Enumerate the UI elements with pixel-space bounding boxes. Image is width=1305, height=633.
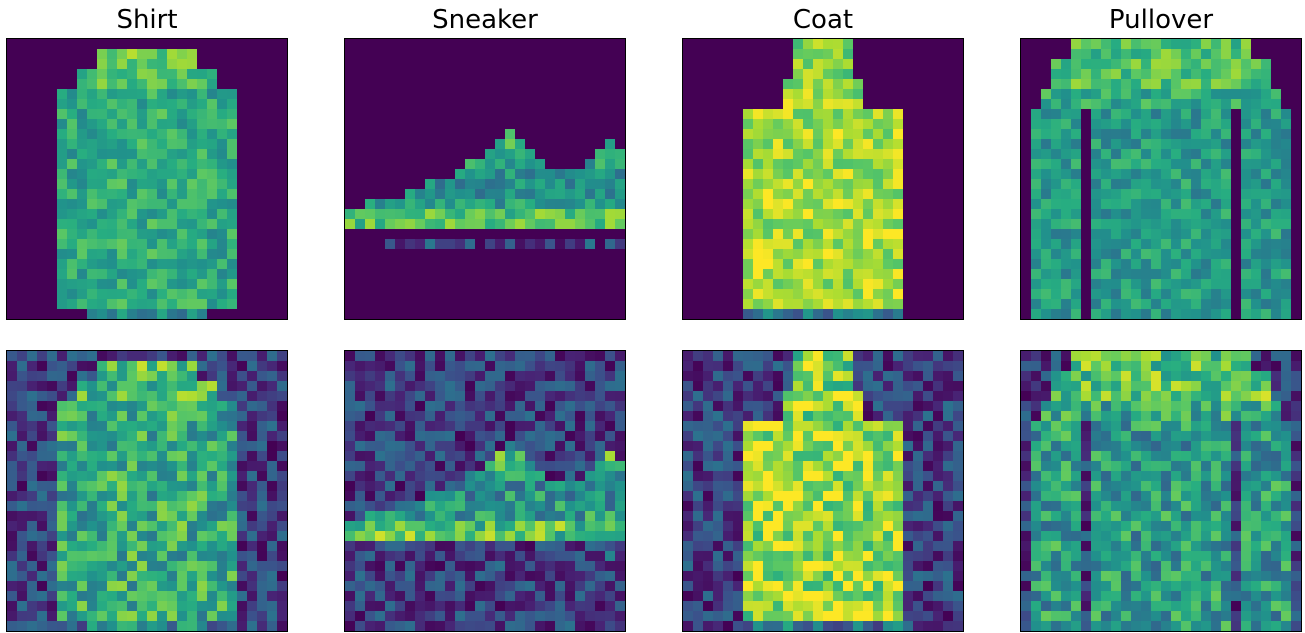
sneaker-clean-image	[344, 38, 626, 320]
coat-noisy-canvas	[683, 351, 963, 631]
coat-noisy-image	[682, 350, 964, 632]
title-coat: Coat	[792, 5, 854, 35]
pullover-noisy-image	[1020, 350, 1302, 632]
shirt-clean-canvas	[7, 39, 287, 319]
sneaker-noisy-canvas	[345, 351, 625, 631]
pullover-clean-canvas	[1021, 39, 1301, 319]
sneaker-noisy-image	[344, 350, 626, 632]
title-sneaker: Sneaker	[432, 5, 538, 35]
shirt-clean-image	[6, 38, 288, 320]
title-shirt: Shirt	[116, 5, 178, 35]
sneaker-clean-canvas	[345, 39, 625, 319]
coat-clean-canvas	[683, 39, 963, 319]
pullover-noisy-canvas	[1021, 351, 1301, 631]
title-pullover: Pullover	[1108, 5, 1214, 35]
shirt-noisy-image	[6, 350, 288, 632]
pullover-clean-image	[1020, 38, 1302, 320]
shirt-noisy-canvas	[7, 351, 287, 631]
coat-clean-image	[682, 38, 964, 320]
